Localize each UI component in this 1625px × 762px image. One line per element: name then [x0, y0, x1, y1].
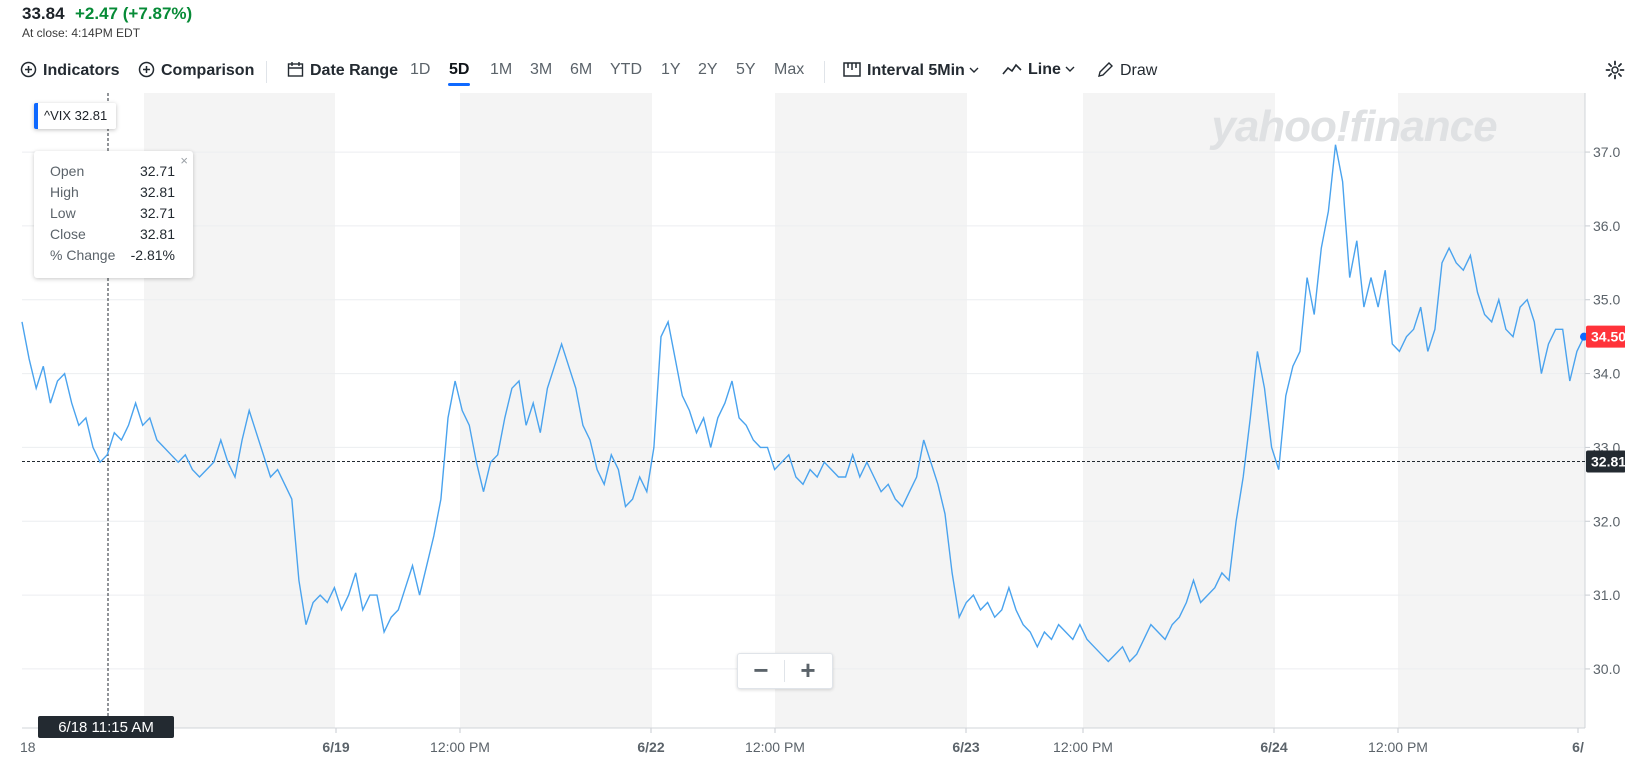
range-2y[interactable]: 2Y	[698, 61, 718, 78]
x-axis-label: 18	[20, 739, 36, 755]
chevron-down-icon	[1065, 66, 1075, 72]
range-1d[interactable]: 1D	[410, 61, 431, 78]
range-1m[interactable]: 1M	[490, 61, 513, 78]
indicators-label: Indicators	[43, 62, 120, 79]
last-price-label-bg	[1586, 325, 1625, 348]
ohlc-value: 32.81	[139, 184, 175, 200]
ohlc-value: 32.71	[139, 205, 175, 221]
y-axis-ticks: 37.036.035.034.033.032.031.030.0	[1585, 144, 1620, 677]
last-price-label: 34.50	[1586, 325, 1625, 348]
range-6m[interactable]: 6M	[570, 61, 593, 78]
ohlc-value: 32.81	[139, 226, 175, 242]
x-axis-labels: 18 6/19 12:00 PM 6/22 12:00 PM 6/23 12:00 PM 6/…	[20, 728, 1584, 755]
chart-type-dropdown[interactable]: Line	[1002, 61, 1075, 79]
ohlc-low-row: Low 32.71	[50, 205, 175, 226]
zoom-divider	[784, 660, 785, 682]
plus-circle-icon	[20, 61, 37, 78]
chart-type-label: Line	[1028, 61, 1061, 78]
interval-label: Interval	[867, 62, 924, 79]
crosshair-value-label-text: 32.81	[1591, 453, 1625, 469]
plus-circle-icon	[138, 61, 155, 78]
ohlc-tooltip: × Open 32.71 High 32.81 Low 32.71 Close 32.8…	[34, 151, 193, 278]
range-ytd[interactable]: YTD	[610, 61, 642, 78]
pencil-icon	[1098, 62, 1113, 77]
zoom-controls: − +	[737, 653, 833, 689]
crosshair-value-label-bg	[1586, 450, 1625, 473]
session-band	[1398, 93, 1585, 728]
session-bands	[144, 93, 1585, 728]
range-5d[interactable]: 5D	[447, 61, 471, 86]
ohlc-label: High	[50, 184, 79, 200]
symbol-value: ^VIX 32.81	[44, 108, 108, 123]
quote-header: 33.84 +2.47 (+7.87%)	[22, 4, 192, 24]
toolbar-divider	[266, 61, 267, 83]
gear-icon[interactable]	[1605, 60, 1625, 80]
x-axis-label: 12:00 PM	[1368, 739, 1428, 755]
toolbar-divider	[824, 61, 825, 83]
y-tick-label: 35.0	[1593, 292, 1620, 308]
chart-toolbar: Indicators Comparison Date Range 1D 5D 1…	[20, 58, 1625, 86]
range-3m[interactable]: 3M	[530, 61, 553, 78]
range-max[interactable]: Max	[774, 61, 805, 78]
symbol-legend[interactable]: ^VIX 32.81	[34, 103, 117, 129]
vix-price-line	[21, 144, 1585, 663]
interval-dropdown[interactable]: Interval 5Min	[843, 61, 979, 80]
close-icon[interactable]: ×	[180, 153, 188, 168]
y-tick-label: 37.0	[1593, 144, 1620, 160]
indicators-button[interactable]: Indicators	[20, 61, 119, 80]
line-chart-icon	[1002, 63, 1022, 75]
session-band	[775, 93, 967, 728]
crosshair-date-label: 6/18 11:15 AM	[38, 716, 174, 738]
comparison-label: Comparison	[161, 62, 255, 79]
x-axis-label: 6/22	[637, 739, 664, 755]
ohlc-label: % Change	[50, 247, 116, 263]
interval-value: 5Min	[928, 62, 965, 79]
x-axis-label: 6/24	[1260, 739, 1287, 755]
yahoo-finance-watermark: yahoo!finance	[1209, 102, 1497, 151]
x-axis-label: 12:00 PM	[430, 739, 490, 755]
x-axis-label: 6/23	[952, 739, 979, 755]
ohlc-change-row: % Change -2.81%	[50, 247, 175, 268]
calendar-icon	[287, 62, 304, 77]
last-price-label-text: 34.50	[1591, 329, 1625, 345]
zoom-out-button[interactable]: −	[753, 655, 769, 685]
ohlc-label: Low	[50, 205, 76, 221]
crosshair-value-label: 32.81	[1586, 450, 1625, 473]
y-tick-label: 30.0	[1593, 661, 1620, 677]
last-price: 33.84	[22, 4, 65, 23]
ruler-icon	[843, 62, 861, 77]
draw-button[interactable]: Draw	[1097, 61, 1157, 80]
session-band	[460, 93, 652, 728]
close-note: At close: 4:14PM EDT	[22, 26, 141, 40]
date-range-button[interactable]: Date Range	[287, 61, 398, 80]
ohlc-value: 32.71	[139, 163, 175, 179]
chevron-down-icon	[969, 67, 979, 73]
ohlc-high-row: High 32.81	[50, 184, 175, 205]
x-axis-label: 6/	[1572, 739, 1584, 755]
ohlc-label: Close	[50, 226, 86, 242]
y-tick-label: 36.0	[1593, 218, 1620, 234]
x-axis-label: 12:00 PM	[745, 739, 805, 755]
range-5y[interactable]: 5Y	[736, 61, 756, 78]
x-axis-label: 12:00 PM	[1053, 739, 1113, 755]
ohlc-value: -2.81%	[130, 247, 175, 263]
y-tick-label: 34.0	[1593, 366, 1620, 382]
ohlc-close-row: Close 32.81	[50, 226, 175, 247]
range-1y[interactable]: 1Y	[661, 61, 681, 78]
session-band	[1083, 93, 1275, 728]
comparison-button[interactable]: Comparison	[138, 61, 254, 80]
zoom-in-button[interactable]: +	[800, 655, 816, 685]
y-tick-label: 32.0	[1593, 513, 1620, 529]
draw-label: Draw	[1120, 62, 1158, 79]
price-change: +2.47 (+7.87%)	[75, 4, 193, 23]
ohlc-open-row: Open 32.71	[50, 163, 175, 184]
date-range-label: Date Range	[310, 62, 399, 79]
x-axis-label: 6/19	[322, 739, 349, 755]
ohlc-label: Open	[50, 163, 85, 179]
y-tick-label: 31.0	[1593, 587, 1620, 603]
